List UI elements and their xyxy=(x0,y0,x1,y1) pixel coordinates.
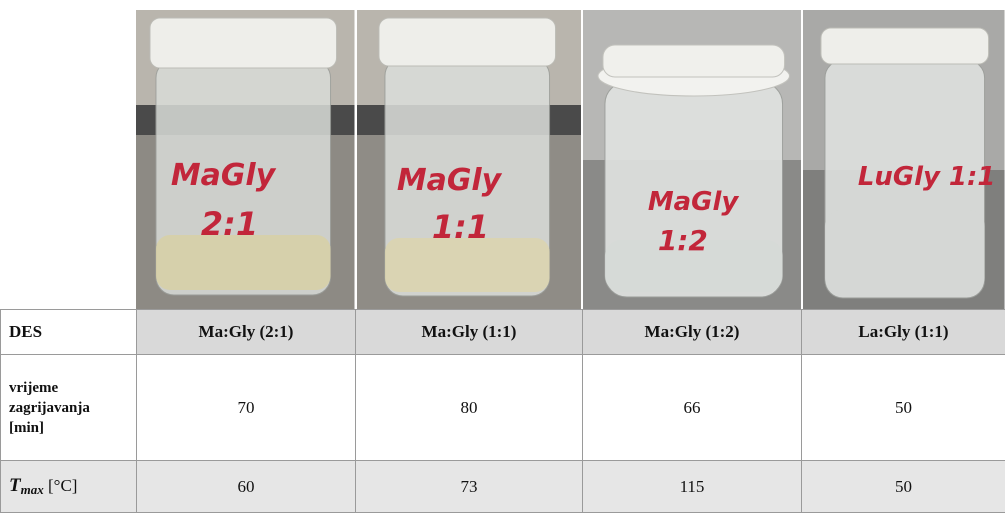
jar-label-2-line1: MaGly xyxy=(396,163,502,198)
des-header-cell: DES xyxy=(0,308,137,356)
tmax-row: Tmax [°C] 60 73 115 50 xyxy=(0,460,1005,513)
des-results-table: DES Ma:Gly (2:1) Ma:Gly (1:1) Ma:Gly (1:… xyxy=(0,308,1005,513)
jar-photo-1: MaGly 2:1 xyxy=(136,10,355,309)
tmax-value: 115 xyxy=(582,460,802,513)
jar-label-3-line2: 1:2 xyxy=(658,224,708,257)
heating-time-label-line1: vrijeme xyxy=(9,379,59,396)
heating-time-label-line2: zagrijavanja xyxy=(9,399,90,416)
jar-photo-3: MaGly 1:2 xyxy=(582,10,802,309)
heating-time-label-line3: [min] xyxy=(9,419,44,436)
tmax-label: Tmax [°C] xyxy=(0,460,137,513)
jar-photo-2: MaGly 1:1 xyxy=(356,10,581,309)
jar-label-1-line1: MaGly xyxy=(171,158,277,193)
heating-time-value: 66 xyxy=(582,354,802,462)
heating-time-value: 80 xyxy=(355,354,583,462)
tmax-subscript: max xyxy=(20,482,44,498)
jar-photo-4: LuGly 1:1 xyxy=(803,10,1005,309)
tmax-value: 50 xyxy=(801,460,1005,513)
jar-label-2-line2: 1:1 xyxy=(431,208,488,246)
jar-label-1-line2: 2:1 xyxy=(201,205,258,243)
jar-label-4-line1: LuGly 1:1 xyxy=(858,162,996,192)
column-header: Ma:Gly (2:1) xyxy=(136,308,356,356)
column-header: Ma:Gly (1:1) xyxy=(355,308,583,356)
jar-label-3-line1: MaGly xyxy=(648,187,739,217)
tmax-symbol: T xyxy=(9,475,21,497)
heating-time-row: vrijeme zagrijavanja [min] 70 80 66 50 xyxy=(0,354,1005,462)
tmax-unit: [°C] xyxy=(47,476,78,496)
heating-time-value: 70 xyxy=(136,354,356,462)
table-header-row: DES Ma:Gly (2:1) Ma:Gly (1:1) Ma:Gly (1:… xyxy=(0,308,1005,356)
heating-time-value: 50 xyxy=(801,354,1005,462)
heating-time-label: vrijeme zagrijavanja [min] xyxy=(0,354,137,462)
jar-photo-strip: MaGly 2:1 MaGly 1:1 MaGly 1:2 xyxy=(136,10,1005,309)
column-header: La:Gly (1:1) xyxy=(801,308,1005,356)
tmax-value: 60 xyxy=(136,460,356,513)
column-header: Ma:Gly (1:2) xyxy=(582,308,802,356)
tmax-value: 73 xyxy=(355,460,583,513)
